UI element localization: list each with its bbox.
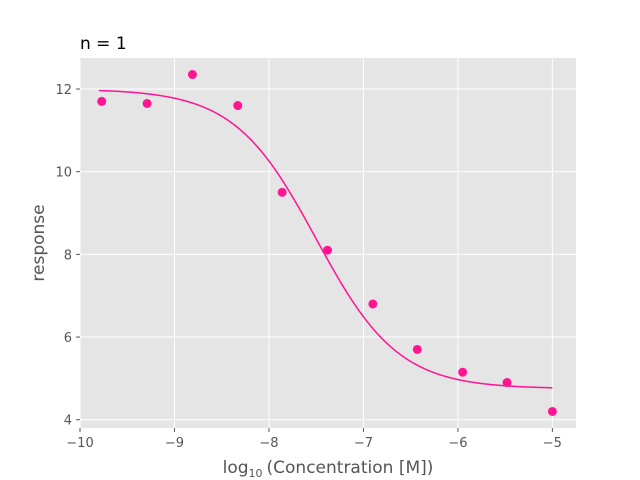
fit-curve-group	[98, 89, 553, 389]
y-tick-label: 10	[55, 166, 72, 181]
x-axis-label: log10 (Concentration [M])	[223, 458, 434, 480]
data-point	[142, 98, 152, 108]
chart-title: n = 1	[80, 34, 127, 54]
fit-curve	[98, 89, 553, 389]
data-point	[97, 96, 107, 106]
x-axis-label-suffix: (Concentration [M])	[267, 458, 434, 478]
y-tick-label: 6	[64, 331, 72, 346]
x-tick-label: −5	[543, 436, 562, 451]
x-axis-ticks: −10 −9 −8 −7 −6 −5	[66, 428, 562, 451]
x-axis-label-subscript: 10	[249, 467, 263, 480]
data-point	[412, 344, 422, 354]
data-point	[187, 70, 197, 80]
y-tick-label: 4	[64, 414, 72, 429]
plot-area	[80, 58, 576, 428]
x-tick-label: −8	[259, 436, 278, 451]
data-point	[547, 406, 557, 416]
y-axis-label: response	[29, 204, 49, 281]
x-axis-label-prefix: log	[223, 458, 249, 478]
data-points	[97, 70, 557, 416]
x-tick-label: −7	[354, 436, 373, 451]
x-tick-label: −9	[165, 436, 184, 451]
data-point	[277, 187, 287, 197]
data-point	[502, 378, 512, 388]
x-tick-label: −6	[448, 436, 467, 451]
data-point	[368, 299, 378, 309]
y-tick-label: 12	[55, 83, 72, 98]
data-point	[458, 367, 468, 377]
data-point	[323, 245, 333, 255]
y-tick-label: 8	[64, 248, 72, 263]
data-point	[233, 101, 243, 111]
x-tick-label: −10	[66, 436, 93, 451]
y-axis-ticks: 4 6 8 10 12	[55, 83, 80, 429]
